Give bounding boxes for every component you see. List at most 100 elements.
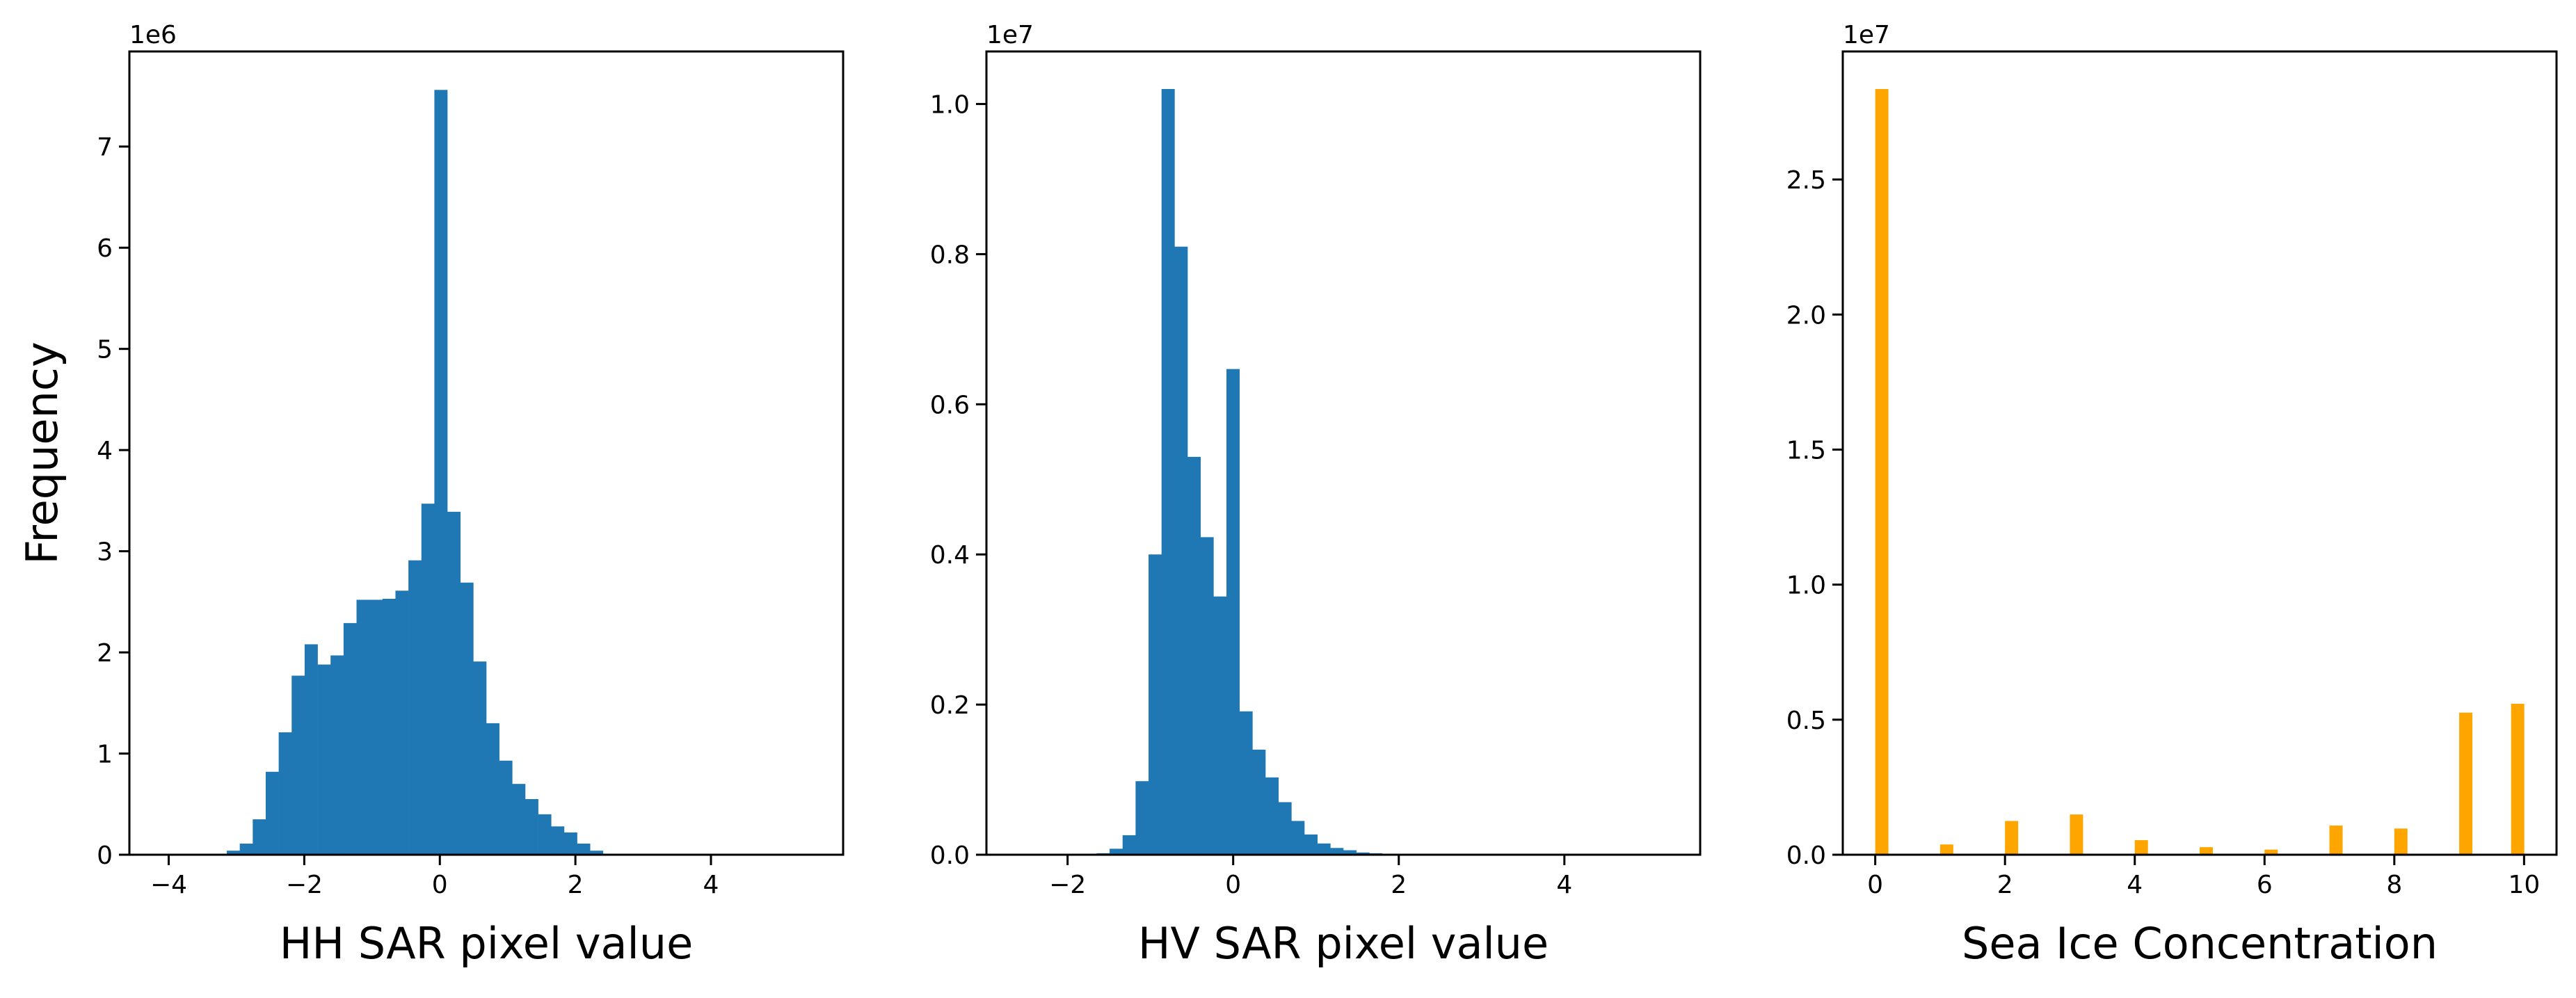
x-tick-label: 4: [2127, 871, 2143, 899]
y-multiplier-label: 1e7: [986, 21, 1034, 49]
x-tick-label: −4: [150, 871, 187, 899]
histogram-bar: [1200, 537, 1214, 855]
x-tick-label: 8: [2386, 871, 2402, 899]
histogram-bar: [2394, 828, 2408, 855]
histogram-bar: [239, 843, 253, 855]
x-tick-label: 4: [1556, 871, 1572, 899]
x-tick-label: 2: [568, 871, 584, 899]
histogram-bar: [265, 771, 279, 855]
histogram-bar: [1304, 834, 1318, 855]
histogram-bar: [421, 504, 435, 855]
y-tick-label: 1.0: [1786, 572, 1826, 600]
histogram-bar: [343, 622, 357, 855]
histogram-bar: [382, 598, 396, 855]
histogram-bar: [1213, 596, 1227, 855]
y-tick-label: 0.5: [1786, 707, 1826, 735]
histogram-bar: [2511, 703, 2525, 855]
y-axis-label: Frequency: [17, 341, 67, 564]
y-tick-label: 2.5: [1786, 166, 1826, 195]
x-tick-label: 0: [432, 871, 448, 899]
x-tick-label: −2: [286, 871, 323, 899]
histogram-bar: [525, 798, 538, 855]
y-tick-label: 0.0: [1786, 842, 1826, 870]
histogram-bar: [1226, 369, 1240, 855]
histogram-bar: [2329, 826, 2343, 855]
histogram-bar: [1187, 456, 1201, 855]
bars: [227, 90, 604, 855]
histogram-bar: [227, 851, 240, 855]
x-axis-label: HV SAR pixel value: [1138, 918, 1549, 969]
y-tick-label: 0.6: [930, 391, 970, 419]
histogram-bar: [538, 814, 552, 855]
histogram-bar: [512, 784, 526, 855]
histogram-bar: [1278, 802, 1292, 855]
histogram-bar: [447, 511, 461, 855]
y-tick-label: 2: [97, 639, 113, 668]
x-tick-label: 0: [1225, 871, 1241, 899]
histogram-bar: [2005, 821, 2019, 855]
axes-frame: [1841, 50, 2558, 856]
y-tick-label: 3: [97, 538, 113, 567]
x-tick-label: −2: [1049, 871, 1086, 899]
histogram-panel-3: 0 2 4 6 8 10 0.0 0.5 1.0 1.5 2.0 2.5 1e7 Sea Ice Conc…: [1786, 21, 2558, 969]
histogram-bar: [563, 832, 577, 855]
bars: [1875, 88, 2525, 855]
histogram-bar: [395, 590, 409, 855]
histogram-bar: [1265, 777, 1279, 855]
histogram-bar: [1939, 844, 1953, 855]
histogram-bar: [1330, 848, 1344, 855]
histogram-bar: [278, 732, 292, 855]
x-tick-label: 2: [1997, 871, 2013, 899]
histogram-bar: [460, 582, 474, 855]
histogram-bar: [2264, 849, 2278, 855]
y-tick-label: 0.4: [930, 541, 970, 570]
y-tick-label: 1.5: [1786, 436, 1826, 465]
histogram-bar: [1252, 749, 1266, 855]
x-tick-label: 6: [2257, 871, 2273, 899]
y-tick-label: 6: [97, 234, 113, 263]
histogram-bar: [1239, 711, 1253, 855]
x-tick-label: 4: [703, 871, 719, 899]
histogram-bar: [291, 675, 305, 855]
histogram-bar: [2134, 840, 2148, 855]
axes-frame: [985, 50, 1702, 856]
x-tick-label: 2: [1391, 871, 1407, 899]
x-tick-label: 10: [2508, 871, 2540, 899]
histogram-bar: [330, 655, 344, 855]
histogram-bar: [253, 819, 266, 855]
y-multiplier-label: 1e6: [129, 21, 177, 49]
axes-frame: [128, 50, 845, 856]
x-axis-label: HH SAR pixel value: [280, 918, 693, 969]
y-tick-label: 5: [97, 336, 113, 364]
histogram-panel-2: −2 0 2 4 0.0 0.2 0.4 0.6 0.8 1.0 1e7 HV SAR pixel v…: [930, 21, 1702, 969]
histogram-bar: [1356, 852, 1370, 855]
histogram-bar: [486, 723, 499, 855]
histogram-bar: [1110, 848, 1123, 855]
y-tick-label: 0: [97, 842, 113, 870]
y-tick-label: 0.2: [930, 691, 970, 720]
histogram-bar: [1317, 843, 1331, 855]
histogram-bar: [499, 760, 513, 855]
y-tick-label: 0.8: [930, 241, 970, 269]
histogram-bar: [356, 599, 370, 855]
histogram-bar: [434, 90, 448, 855]
histogram-bar: [2459, 712, 2473, 855]
histogram-bar: [317, 664, 331, 855]
x-axis-label: Sea Ice Concentration: [1962, 918, 2438, 969]
histogram-bar: [1174, 246, 1188, 855]
histogram-bar: [1291, 821, 1305, 855]
histogram-bar: [2070, 814, 2083, 855]
y-multiplier-label: 1e7: [1843, 21, 1890, 49]
histogram-bar: [577, 843, 591, 855]
histogram-bar: [590, 851, 604, 855]
y-tick-label: 1.0: [930, 91, 970, 120]
histogram-bar: [1875, 88, 1889, 855]
histogram-bar: [1343, 850, 1357, 855]
histogram-bar: [2200, 847, 2213, 855]
y-tick-label: 4: [97, 437, 113, 465]
histogram-bar: [551, 826, 565, 855]
y-tick-label: 2.0: [1786, 301, 1826, 330]
histogram-bar: [304, 644, 318, 855]
y-tick-label: 1: [97, 741, 113, 769]
